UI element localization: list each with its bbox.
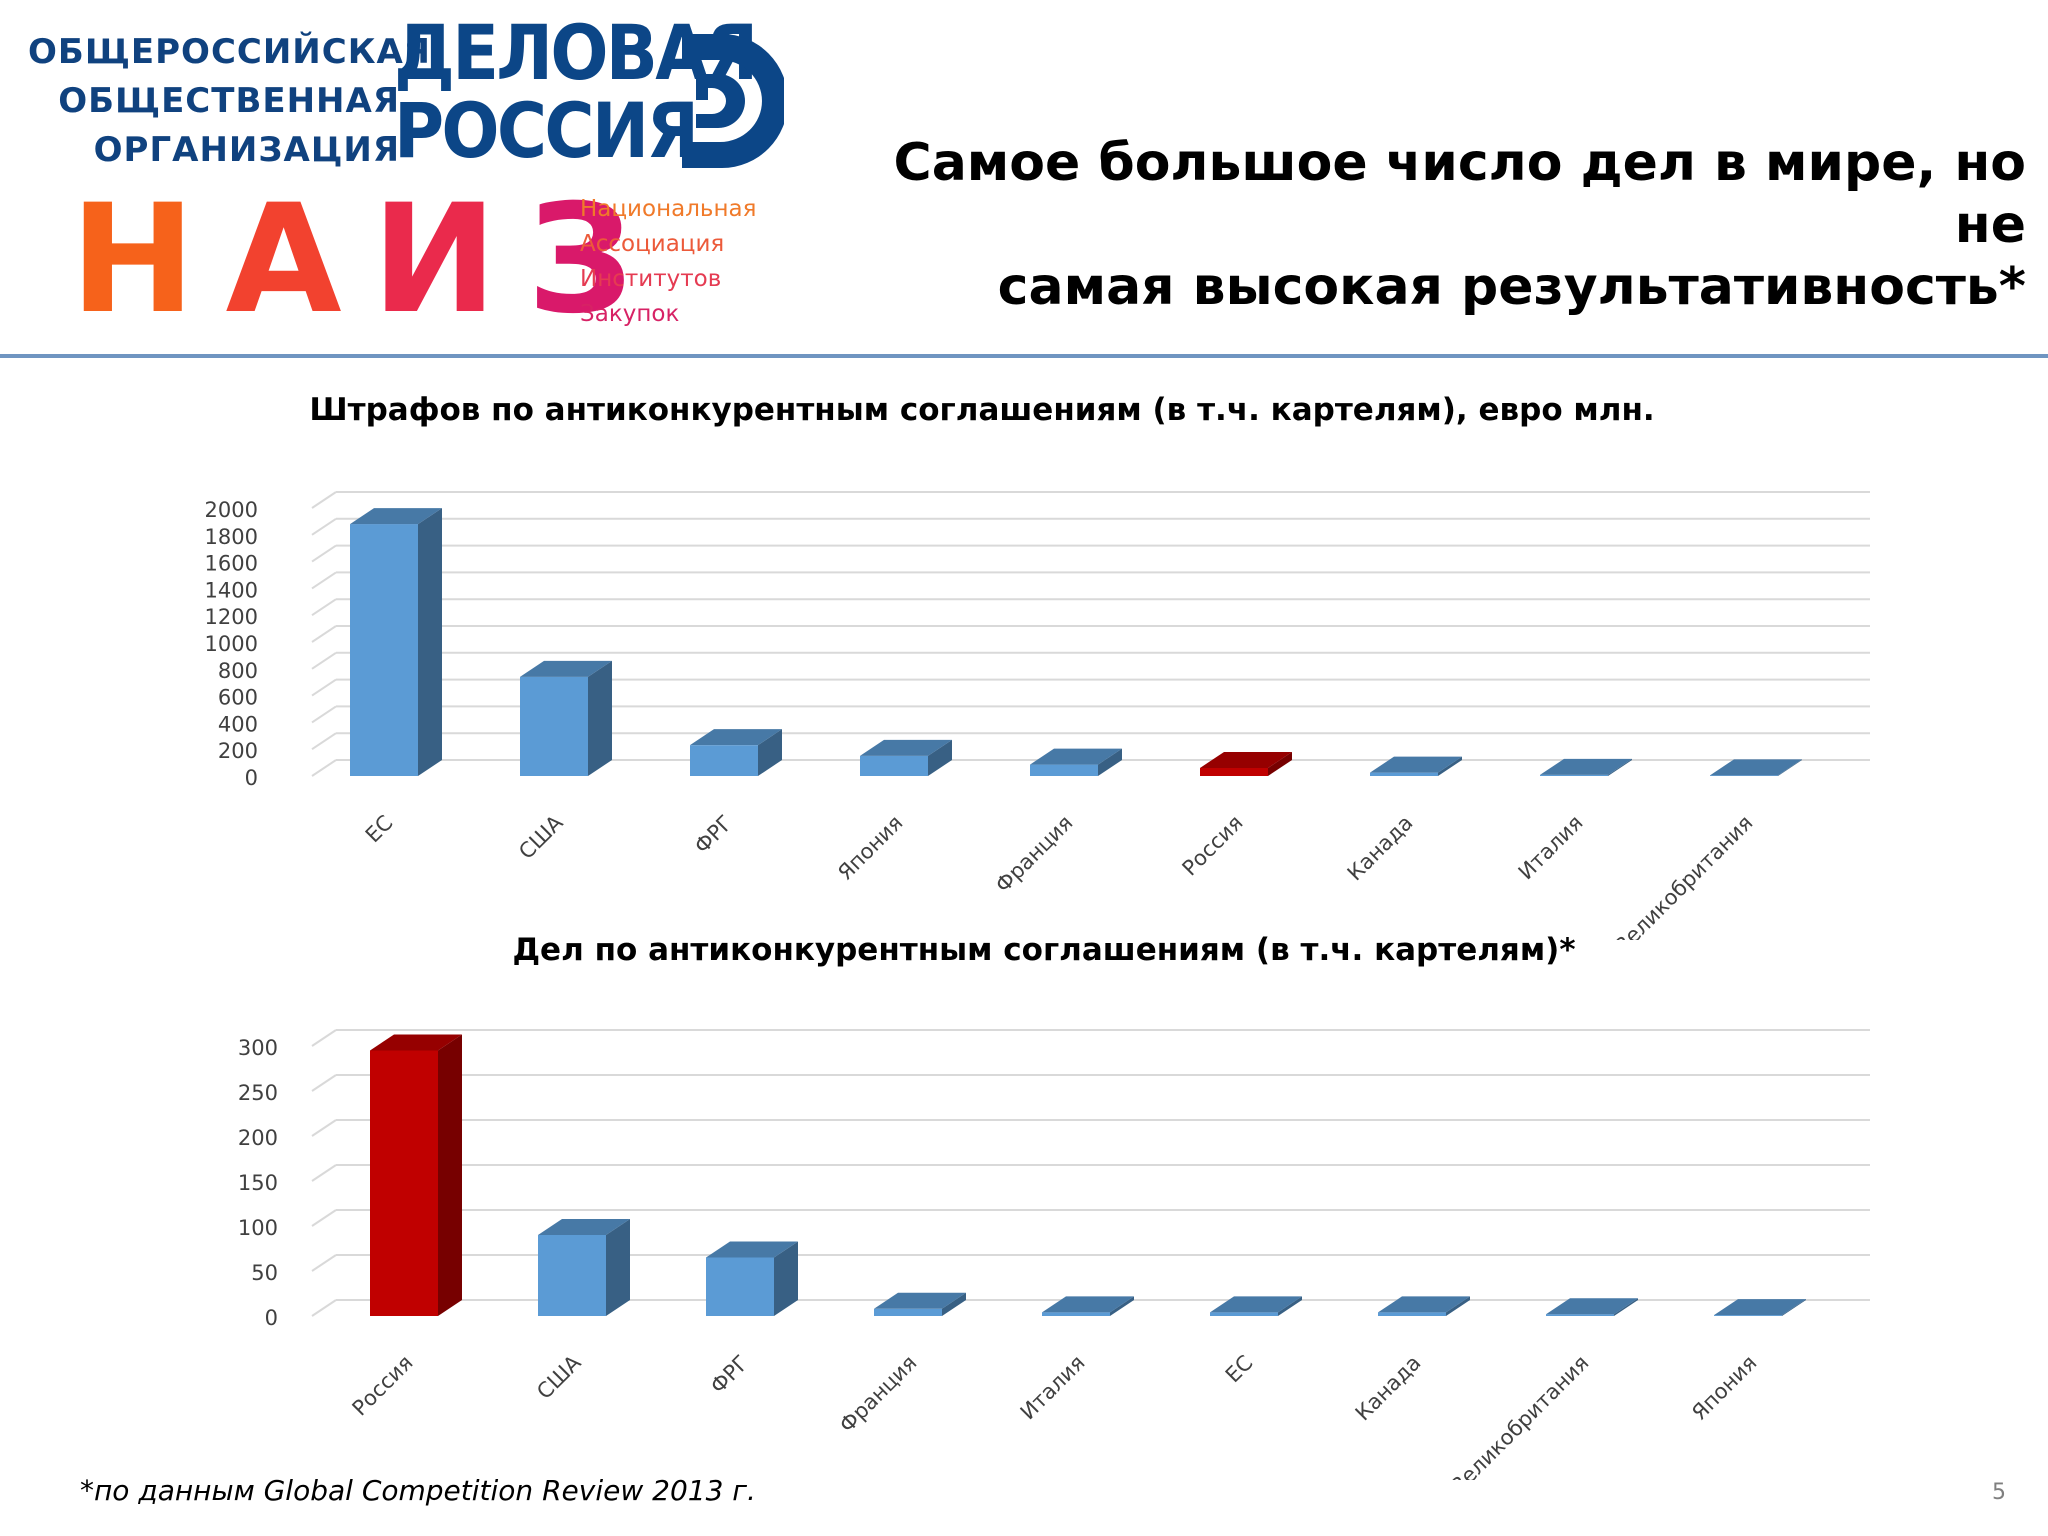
chart-title-fines: Штрафов по антиконкурентным соглашениям …: [309, 392, 1655, 428]
chart-title-cases: Дел по антиконкурентным соглашениям (в т…: [512, 932, 1576, 968]
y-tick-label: 50: [251, 1261, 278, 1285]
page-number: 5: [1992, 1480, 2006, 1505]
y-tick-label: 200: [238, 1126, 278, 1150]
logo-naiz-letter: И: [371, 173, 528, 347]
category-label: Япония: [833, 811, 907, 885]
logo-org-line: ОРГАНИЗАЦИЯ: [93, 130, 400, 170]
y-tick-label: 600: [218, 686, 258, 710]
y-tick-label: 1400: [205, 578, 258, 602]
bar: [860, 739, 952, 776]
y-tick-label: 1000: [205, 632, 258, 656]
logo-org-line: ОБЩЕРОССИЙСКАЯ: [28, 32, 431, 72]
bar: [520, 660, 612, 776]
category-label: ЕС: [1221, 1351, 1258, 1388]
gridline: [311, 625, 1870, 643]
bar: [1546, 1298, 1638, 1316]
logo-naiz-sub-line: Национальная: [580, 196, 757, 222]
category-label: Великобритания: [1446, 1351, 1594, 1480]
y-tick-label: 0: [265, 1306, 278, 1330]
category-label: Россия: [348, 1351, 418, 1421]
category-label: Франция: [991, 811, 1078, 898]
y-tick-label: 200: [218, 739, 258, 763]
bar: [1714, 1299, 1806, 1316]
category-label: Италия: [1016, 1351, 1090, 1425]
bar: [1030, 748, 1122, 776]
logo-naiz-sub-line: Закупок: [580, 301, 680, 327]
gridline: [311, 1074, 1870, 1092]
bar: [874, 1292, 966, 1316]
gridline: [311, 544, 1870, 563]
logo-org-text: ОБЩЕРОССИЙСКАЯ ОБЩЕСТВЕННАЯ ОРГАНИЗАЦИЯ: [28, 28, 431, 175]
y-tick-label: 250: [238, 1081, 278, 1105]
category-label: США: [514, 810, 568, 864]
gridline: [311, 571, 1870, 590]
bar: [1378, 1296, 1470, 1316]
chart-cases: 0 50 100 150 200 250 300 Россия США ФРГ Франция Ита…: [238, 1029, 1870, 1480]
y-tick-label: 400: [218, 712, 258, 736]
bar: [1210, 1296, 1302, 1316]
bar: [370, 1034, 462, 1316]
category-label: Италия: [1514, 811, 1588, 885]
slide-title: Самое большое число дел в мире, но не са…: [826, 132, 2026, 318]
bar: [1200, 751, 1292, 776]
bar: [538, 1219, 630, 1316]
logo-naiz-subtitle: Национальная Ассоциация Институтов Закуп…: [580, 192, 756, 332]
y-tick-label: 150: [238, 1171, 278, 1195]
gridline: [311, 1119, 1870, 1137]
slide-title-line: Самое большое число дел в мире, но не: [893, 133, 2026, 255]
logo-naiz-sub-line: Ассоциация: [580, 231, 725, 257]
bar: [1540, 758, 1632, 776]
gridline: [311, 598, 1870, 617]
logo-naiz-sub-line: Институтов: [580, 266, 722, 292]
category-label: Франция: [835, 1351, 922, 1438]
gridline: [311, 1209, 1870, 1227]
gridline: [311, 1164, 1870, 1182]
bar: [690, 729, 782, 776]
y-tick-label: 2000: [205, 498, 258, 522]
bar: [1042, 1296, 1134, 1316]
footnote: *по данным Global Competition Review 201…: [80, 1474, 756, 1507]
category-label: США: [532, 1350, 586, 1404]
y-tick-label: 1800: [205, 525, 258, 549]
category-label: Россия: [1178, 811, 1248, 881]
logo-org-line: ОБЩЕСТВЕННАЯ: [58, 81, 400, 121]
category-label: Великобритания: [1610, 811, 1758, 940]
bar: [350, 508, 442, 776]
logo-d-mark-icon: [682, 34, 784, 168]
category-label: Канада: [1351, 1351, 1426, 1426]
logo-naiz-letter: З: [527, 173, 664, 347]
logo-dr-line: РОССИЯ: [394, 86, 699, 175]
slide-title-line: самая высокая результативность*: [997, 257, 2026, 317]
logo-naiz-letter: Н: [70, 173, 226, 347]
y-tick-label: 0: [245, 766, 258, 790]
gridline: [311, 491, 1870, 509]
bar: [1710, 759, 1802, 776]
bar: [706, 1241, 798, 1316]
bar: [1370, 756, 1462, 776]
gridline: [311, 517, 1870, 536]
header-divider: [0, 354, 2048, 358]
y-tick-label: 800: [218, 659, 258, 683]
gridline: [311, 651, 1870, 670]
category-label: ФРГ: [706, 1351, 754, 1399]
category-label: Канада: [1343, 811, 1418, 886]
y-tick-label: 1200: [205, 605, 258, 629]
category-label: ЕС: [361, 811, 398, 848]
logo-naiz: НАИЗ: [70, 180, 664, 340]
y-tick-label: 1600: [205, 552, 258, 576]
logo-naiz-letter: А: [225, 173, 372, 347]
y-tick-label: 300: [238, 1036, 278, 1060]
category-label: Япония: [1687, 1351, 1761, 1425]
y-tick-label: 100: [238, 1216, 278, 1240]
gridline: [311, 1029, 1870, 1047]
category-label: ФРГ: [690, 811, 738, 859]
